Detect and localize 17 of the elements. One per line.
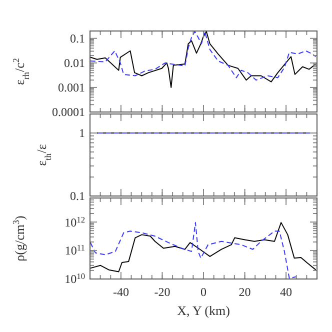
line-series — [90, 222, 296, 279]
x-tick-label: 40 — [280, 285, 292, 299]
y-tick-label: 10$^{11}$ — [64, 243, 85, 258]
x-tick-label: -40 — [112, 285, 129, 299]
y-tick-label: 0.1 — [70, 32, 85, 46]
x-axis-title: X, Y (km) — [177, 303, 230, 318]
x-tick-label: 20 — [238, 285, 251, 299]
x-tick-label: -20 — [154, 285, 170, 299]
y-tick-label: 10$^{12}$ — [64, 214, 85, 230]
line-series — [90, 222, 316, 272]
y-tick-label: 10$^{10}$ — [64, 272, 85, 286]
y-tick-label: 1 — [79, 126, 85, 140]
y-tick-label: 0.1 — [70, 189, 85, 204]
y-tick-label: 0.0001 — [52, 105, 85, 120]
x-tick-label: 0 — [200, 285, 206, 299]
y-tick-label: 0.01 — [64, 56, 85, 70]
y-tick-label: 0.001 — [58, 80, 85, 95]
